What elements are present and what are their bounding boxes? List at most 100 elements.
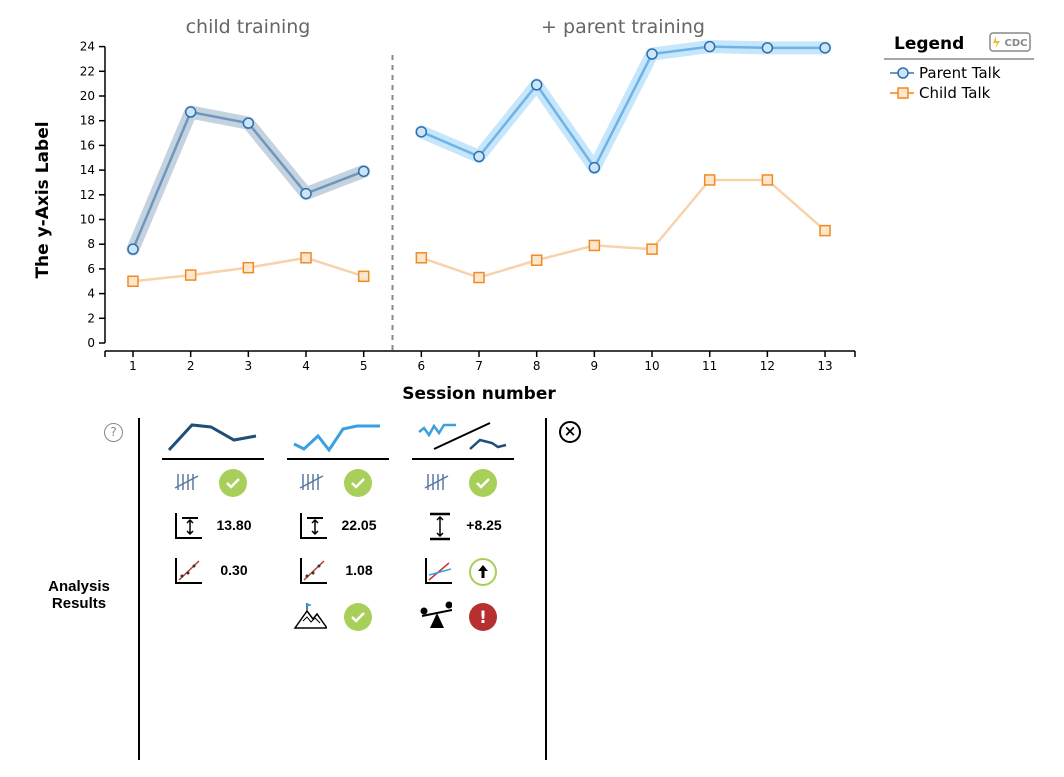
analysis-column-comparison: +8.25 ! [410, 410, 520, 631]
check-icon [219, 469, 247, 497]
y-tick-label: 0 [87, 336, 95, 350]
trend-slope-icon [300, 558, 327, 584]
level-shift-icon [430, 512, 450, 541]
level-change-icon [175, 513, 202, 539]
y-tick-label: 20 [80, 89, 95, 103]
alert-mark: ! [479, 608, 487, 628]
y-tick-label: 8 [87, 237, 95, 251]
x-tick-label: 12 [760, 359, 775, 373]
child-talk-point [357, 270, 370, 283]
x-tick-label: 8 [533, 359, 541, 373]
level-change-row: 13.80 [160, 510, 270, 544]
y-tick-label: 16 [80, 138, 95, 152]
slope-value: 1.08 [345, 562, 373, 578]
child-talk-line-phase2 [420, 178, 826, 279]
child-talk-point [473, 271, 485, 284]
parent-talk-point [761, 42, 774, 54]
child-talk-point [761, 174, 774, 186]
stability-row [160, 466, 270, 500]
square-marker-icon [897, 87, 909, 99]
balance-row: ! [410, 600, 520, 634]
parent-talk-point [530, 79, 543, 91]
level-change-row: 22.05 [285, 510, 395, 544]
child-talk-point [300, 252, 312, 264]
check-icon [344, 603, 372, 631]
child-talk-point [415, 252, 428, 264]
peak-row [285, 600, 395, 634]
legend-item-child-talk[interactable]: Child Talk [890, 84, 991, 102]
analysis-column-parent-training: 22.05 1.08 [285, 410, 395, 631]
tally-icon [299, 474, 324, 490]
child-talk-point [127, 275, 139, 287]
child-talk-point [588, 239, 601, 252]
trend-slope-icon [175, 558, 202, 584]
child-talk-point [819, 224, 831, 237]
y-tick-label: 14 [80, 163, 95, 177]
parent-talk-point [819, 42, 831, 54]
y-tick-label: 2 [87, 311, 95, 325]
child-talk-point [242, 261, 255, 274]
parent-talk-halo-phase1 [126, 105, 371, 256]
parent-talk-point [646, 48, 658, 60]
arrow-up-icon [469, 558, 497, 586]
child-talk-point [646, 243, 658, 255]
slope-row: 1.08 [285, 555, 395, 589]
panel-right-divider [545, 418, 547, 760]
parent-talk-point [357, 165, 370, 178]
phase-title-parent-training: + parent training [541, 16, 705, 38]
mountain-peak-icon [293, 603, 327, 629]
y-tick-label: 4 [87, 287, 95, 301]
legend-label-parent-talk: Parent Talk [919, 64, 1001, 82]
stability-row [285, 466, 395, 500]
trend-row [410, 555, 520, 589]
sparkline-comparison-icon [412, 422, 514, 460]
x-tick-label: 5 [360, 359, 368, 373]
parent-talk-point [415, 126, 428, 138]
y-tick-label: 18 [80, 114, 95, 128]
x-tick-label: 3 [245, 359, 253, 373]
legend-item-parent-talk[interactable]: Parent Talk [890, 64, 1001, 82]
alert-icon: ! [469, 603, 497, 631]
tally-icon [424, 474, 449, 490]
sparkline-child-training-icon [162, 423, 264, 460]
parent-talk-halo-phase2 [414, 40, 832, 175]
cdc-badge[interactable]: CDC [989, 32, 1031, 52]
x-tick-label: 6 [418, 359, 426, 373]
close-button[interactable]: × [559, 421, 581, 443]
y-tick-label: 24 [80, 40, 95, 54]
parent-talk-point [127, 243, 139, 255]
level-change-value: 13.80 [216, 517, 252, 533]
parent-talk-point [588, 161, 601, 174]
x-tick-label: 2 [187, 359, 195, 373]
level-change-value: +8.25 [466, 517, 502, 533]
legend-title: Legend [894, 34, 964, 54]
child-talk-point [184, 269, 197, 281]
parent-talk-line-phase2 [420, 45, 826, 171]
parent-talk-point [703, 40, 716, 53]
legend-label-child-talk: Child Talk [919, 84, 991, 102]
stability-row [410, 466, 520, 500]
seesaw-balance-icon [420, 601, 452, 628]
y-axis-title: The y-Axis Label [33, 121, 53, 278]
check-icon [344, 469, 372, 497]
child-talk-point [703, 174, 716, 186]
x-tick-label: 1 [129, 359, 137, 373]
x-tick-label: 9 [591, 359, 599, 373]
child-talk-point [530, 254, 543, 267]
analysis-results-label: Analysis Results [48, 578, 110, 612]
y-tick-label: 22 [80, 64, 95, 78]
parent-talk-point [242, 117, 255, 129]
x-axis: 1 2 3 4 5 6 7 8 9 10 11 12 13 [104, 350, 856, 373]
x-tick-label: 4 [302, 359, 310, 373]
x-tick-label: 7 [475, 359, 483, 373]
help-button[interactable]: ? [104, 423, 123, 442]
cdc-badge-label: CDC [1005, 38, 1028, 49]
legend: Legend CDC Parent Talk Child Talk [884, 32, 1034, 102]
series-layer [126, 40, 832, 287]
x-axis-title: Session number [402, 384, 556, 404]
lightning-icon [993, 36, 1000, 49]
trend-compare-icon [425, 558, 452, 584]
analysis-column-child-training: 13.80 0.30 [160, 410, 270, 630]
x-tick-label: 13 [817, 359, 832, 373]
